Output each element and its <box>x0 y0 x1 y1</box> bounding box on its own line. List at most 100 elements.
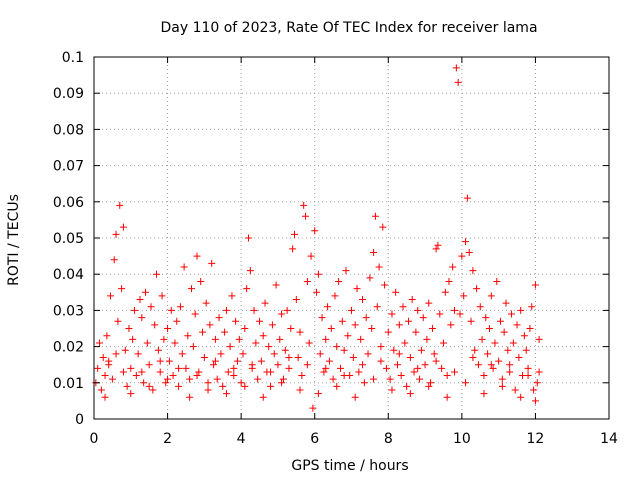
data-point-176 <box>416 375 424 383</box>
data-point-184 <box>430 350 438 358</box>
data-point-202 <box>463 194 471 202</box>
data-point-72 <box>224 368 232 376</box>
data-point-75 <box>230 372 238 380</box>
data-point-221 <box>498 375 506 383</box>
data-point-91 <box>259 332 267 340</box>
data-point-203 <box>465 248 473 256</box>
data-point-37 <box>160 335 168 343</box>
data-point-21 <box>130 306 138 314</box>
data-point-154 <box>375 263 383 271</box>
data-point-180 <box>423 335 431 343</box>
data-point-229 <box>513 321 521 329</box>
data-point-239 <box>531 281 539 289</box>
data-point-163 <box>392 288 400 296</box>
data-point-209 <box>476 303 484 311</box>
data-point-29 <box>145 361 153 369</box>
x-tick-label-5: 10 <box>453 431 471 447</box>
y-tick-label-0: 0 <box>75 412 84 428</box>
data-point-280 <box>138 368 146 376</box>
data-point-134 <box>338 317 346 325</box>
data-point-110 <box>294 353 302 361</box>
data-point-265 <box>517 393 525 401</box>
data-point-76 <box>232 317 240 325</box>
data-point-200 <box>460 292 468 300</box>
data-point-130 <box>331 292 339 300</box>
data-point-177 <box>417 346 425 354</box>
data-point-78 <box>235 335 243 343</box>
data-point-22 <box>132 372 140 380</box>
x-tick-label-6: 12 <box>527 431 545 447</box>
data-point-6 <box>103 332 111 340</box>
data-point-222 <box>500 328 508 336</box>
data-point-45 <box>175 382 183 390</box>
data-point-156 <box>379 223 387 231</box>
data-point-289 <box>469 353 477 361</box>
data-point-225 <box>506 368 514 376</box>
data-point-204 <box>467 317 475 325</box>
data-point-120 <box>313 288 321 296</box>
y-tick-label-8: 0.08 <box>53 122 84 138</box>
data-point-151 <box>370 248 378 256</box>
data-point-272 <box>303 361 311 369</box>
data-point-178 <box>419 314 427 322</box>
data-point-208 <box>474 361 482 369</box>
data-point-155 <box>377 343 385 351</box>
data-point-277 <box>487 361 495 369</box>
data-point-17 <box>123 382 131 390</box>
data-point-179 <box>421 361 429 369</box>
data-point-261 <box>443 393 451 401</box>
data-point-290 <box>506 361 514 369</box>
data-point-109 <box>292 296 300 304</box>
data-point-73 <box>226 343 234 351</box>
x-axis-title: GPS time / hours <box>291 458 408 474</box>
data-points <box>92 64 543 412</box>
data-point-248 <box>204 386 212 394</box>
data-point-270 <box>230 364 238 372</box>
y-tick-label-7: 0.07 <box>53 159 84 175</box>
data-point-153 <box>373 303 381 311</box>
x-tick-label-2: 4 <box>237 431 246 447</box>
data-point-196 <box>452 64 460 72</box>
data-point-161 <box>388 310 396 318</box>
data-point-80 <box>239 350 247 358</box>
y-tick-label-4: 0.04 <box>53 267 84 283</box>
data-point-254 <box>314 390 322 398</box>
data-point-276 <box>451 368 458 376</box>
data-point-257 <box>370 375 378 383</box>
data-point-168 <box>401 339 409 347</box>
data-point-166 <box>397 372 405 380</box>
data-point-2 <box>96 339 104 347</box>
data-point-112 <box>298 372 306 380</box>
data-point-59 <box>200 353 208 361</box>
data-point-56 <box>195 368 203 376</box>
data-point-15 <box>119 223 127 231</box>
data-point-172 <box>408 296 416 304</box>
data-point-132 <box>335 277 343 285</box>
data-point-140 <box>349 353 357 361</box>
data-point-158 <box>382 364 390 372</box>
data-point-53 <box>189 343 197 351</box>
data-point-94 <box>265 343 273 351</box>
data-point-58 <box>199 328 207 336</box>
data-point-273 <box>340 372 348 380</box>
data-point-104 <box>283 306 291 314</box>
data-point-182 <box>427 379 435 387</box>
data-point-108 <box>290 230 298 238</box>
data-point-111 <box>296 328 304 336</box>
data-point-188 <box>438 364 446 372</box>
data-point-95 <box>267 382 275 390</box>
data-point-20 <box>129 335 137 343</box>
data-point-210 <box>478 335 486 343</box>
data-point-278 <box>524 372 532 380</box>
data-point-241 <box>535 335 543 343</box>
data-point-54 <box>191 310 199 318</box>
data-point-157 <box>381 281 389 289</box>
data-point-263 <box>480 390 488 398</box>
data-point-244 <box>127 390 135 398</box>
data-point-190 <box>441 288 449 296</box>
data-point-145 <box>359 296 367 304</box>
data-point-147 <box>362 314 370 322</box>
data-point-162 <box>390 346 398 354</box>
data-point-48 <box>180 263 188 271</box>
data-point-181 <box>425 299 433 307</box>
